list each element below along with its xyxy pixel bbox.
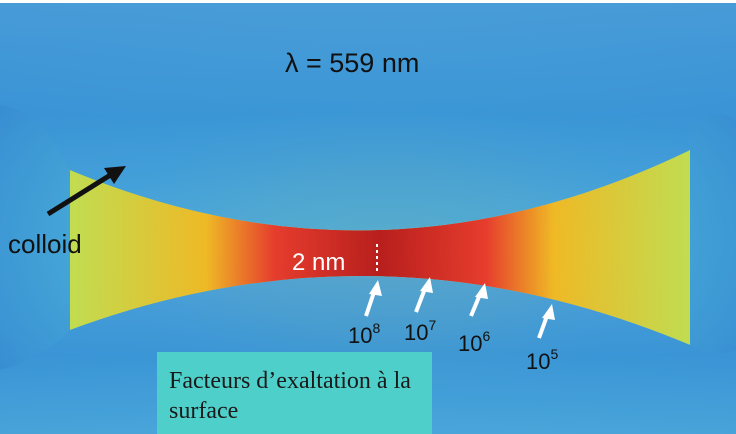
- wavelength-label: λ = 559 nm: [285, 48, 419, 78]
- enhancement-level-label: 108: [348, 320, 380, 348]
- enhancement-arrow: [364, 280, 382, 317]
- caption-box: Facteurs d’exaltation à la surface: [157, 352, 432, 434]
- gap-width-label: 2 nm: [292, 249, 345, 276]
- enhancement-arrow: [537, 304, 555, 339]
- colloid-label: colloid: [8, 229, 82, 259]
- enhancement-level-label: 106: [458, 328, 490, 356]
- colloid-arrow: [46, 166, 126, 217]
- enhancement-level-label: 105: [526, 346, 558, 374]
- enhancement-arrow: [414, 277, 433, 313]
- enhancement-arrow: [469, 283, 488, 317]
- colloid-particle-top: [0, 0, 736, 231]
- caption-text: Facteurs d’exaltation à la surface: [169, 368, 411, 424]
- frame-top-edge: [0, 0, 736, 3]
- enhancement-level-label: 107: [404, 317, 436, 345]
- gap-hotspot: [70, 150, 690, 345]
